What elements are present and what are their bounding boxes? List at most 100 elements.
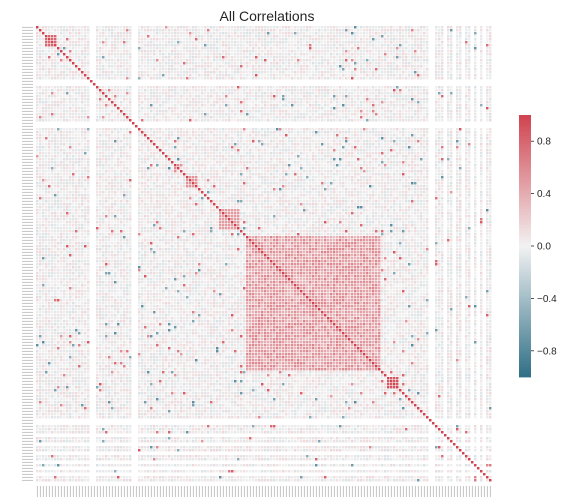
heatmap-cell	[99, 161, 101, 163]
heatmap-cell	[102, 170, 104, 172]
heatmap-cell	[129, 173, 131, 175]
heatmap-cell	[186, 41, 188, 43]
heatmap-cell	[144, 131, 146, 133]
heatmap-cell	[39, 179, 41, 181]
heatmap-cell	[144, 50, 146, 52]
heatmap-cell	[102, 44, 104, 46]
heatmap-cell	[45, 107, 47, 109]
heatmap-cell	[45, 104, 47, 106]
heatmap-cell	[168, 56, 170, 58]
heatmap-cell	[129, 41, 131, 43]
heatmap-cell	[141, 116, 143, 118]
heatmap-cell	[138, 155, 140, 157]
heatmap-cell	[81, 107, 83, 109]
heatmap-cell	[96, 41, 98, 43]
heatmap-cell	[114, 143, 116, 145]
heatmap-cell	[159, 50, 161, 52]
heatmap-cell	[108, 140, 110, 142]
heatmap-cell	[180, 134, 182, 136]
heatmap-cell	[36, 101, 38, 103]
heatmap-cell	[150, 50, 152, 52]
heatmap-cell	[150, 74, 152, 76]
heatmap-cell	[129, 137, 131, 139]
heatmap-cell	[114, 71, 116, 73]
heatmap-cell	[186, 53, 188, 55]
heatmap-cell	[84, 110, 86, 112]
heatmap-cell	[66, 95, 68, 97]
heatmap-cell	[189, 47, 191, 49]
heatmap-cell	[72, 44, 74, 46]
heatmap-cell	[168, 146, 170, 148]
heatmap-cell	[180, 158, 182, 160]
heatmap-cell	[123, 176, 125, 178]
heatmap-cell	[168, 89, 170, 91]
heatmap-cell	[123, 95, 125, 97]
heatmap-cell	[126, 77, 128, 79]
heatmap-cell	[75, 53, 77, 55]
heatmap-cell	[183, 146, 185, 148]
heatmap-cell	[120, 74, 122, 76]
heatmap-cell	[57, 98, 59, 100]
heatmap-cell	[150, 146, 152, 148]
heatmap-cell	[165, 68, 167, 70]
heatmap-cell	[54, 152, 56, 154]
heatmap-cell	[63, 131, 65, 133]
heatmap-cell	[60, 41, 62, 43]
heatmap-cell	[81, 56, 83, 58]
heatmap-cell	[48, 32, 50, 34]
heatmap-cell	[78, 101, 80, 103]
heatmap-cell	[87, 74, 89, 76]
heatmap-cell	[102, 56, 104, 58]
heatmap-cell	[180, 44, 182, 46]
heatmap-cell	[48, 86, 50, 88]
heatmap-cell	[123, 161, 125, 163]
heatmap-cell	[48, 107, 50, 109]
heatmap-cell	[102, 119, 104, 121]
heatmap-cell	[84, 104, 86, 106]
heatmap-cell	[147, 140, 149, 142]
heatmap-cell	[120, 62, 122, 64]
heatmap-cell	[48, 101, 50, 103]
heatmap-cell	[147, 50, 149, 52]
heatmap-cell	[168, 98, 170, 100]
heatmap-cell	[63, 158, 65, 160]
heatmap-cell	[162, 71, 164, 73]
heatmap-cell	[141, 59, 143, 61]
heatmap-cell	[138, 74, 140, 76]
heatmap-cell	[162, 134, 164, 136]
heatmap-cell	[90, 80, 92, 82]
heatmap-cell	[141, 77, 143, 79]
heatmap-cell	[51, 167, 53, 169]
heatmap-cell	[66, 143, 68, 145]
heatmap-cell	[60, 161, 62, 163]
heatmap-cell	[48, 26, 50, 28]
heatmap-cell	[156, 89, 158, 91]
heatmap-cell	[105, 149, 107, 151]
heatmap-cell	[48, 44, 50, 46]
heatmap-cell	[114, 89, 116, 91]
heatmap-cell	[141, 29, 143, 31]
heatmap-cell	[180, 170, 182, 172]
heatmap-cell	[138, 35, 140, 37]
heatmap-cell	[60, 77, 62, 79]
heatmap-cell	[69, 155, 71, 157]
heatmap-cell	[42, 167, 44, 169]
heatmap-cell	[42, 152, 44, 154]
heatmap-cell	[165, 29, 167, 31]
heatmap-cell	[72, 71, 74, 73]
heatmap-cell	[114, 152, 116, 154]
heatmap-cell	[144, 116, 146, 118]
heatmap-cell	[168, 158, 170, 160]
heatmap-cell	[57, 140, 59, 142]
heatmap-cell	[111, 146, 113, 148]
heatmap-cell	[171, 146, 173, 148]
heatmap-cell	[48, 146, 50, 148]
heatmap-cell	[81, 92, 83, 94]
heatmap-cell	[153, 86, 155, 88]
heatmap-cell	[126, 92, 128, 94]
heatmap-cell	[144, 95, 146, 97]
heatmap-cell	[183, 155, 185, 157]
heatmap-cell	[87, 152, 89, 154]
heatmap-cell	[183, 89, 185, 91]
heatmap-cell	[186, 86, 188, 88]
